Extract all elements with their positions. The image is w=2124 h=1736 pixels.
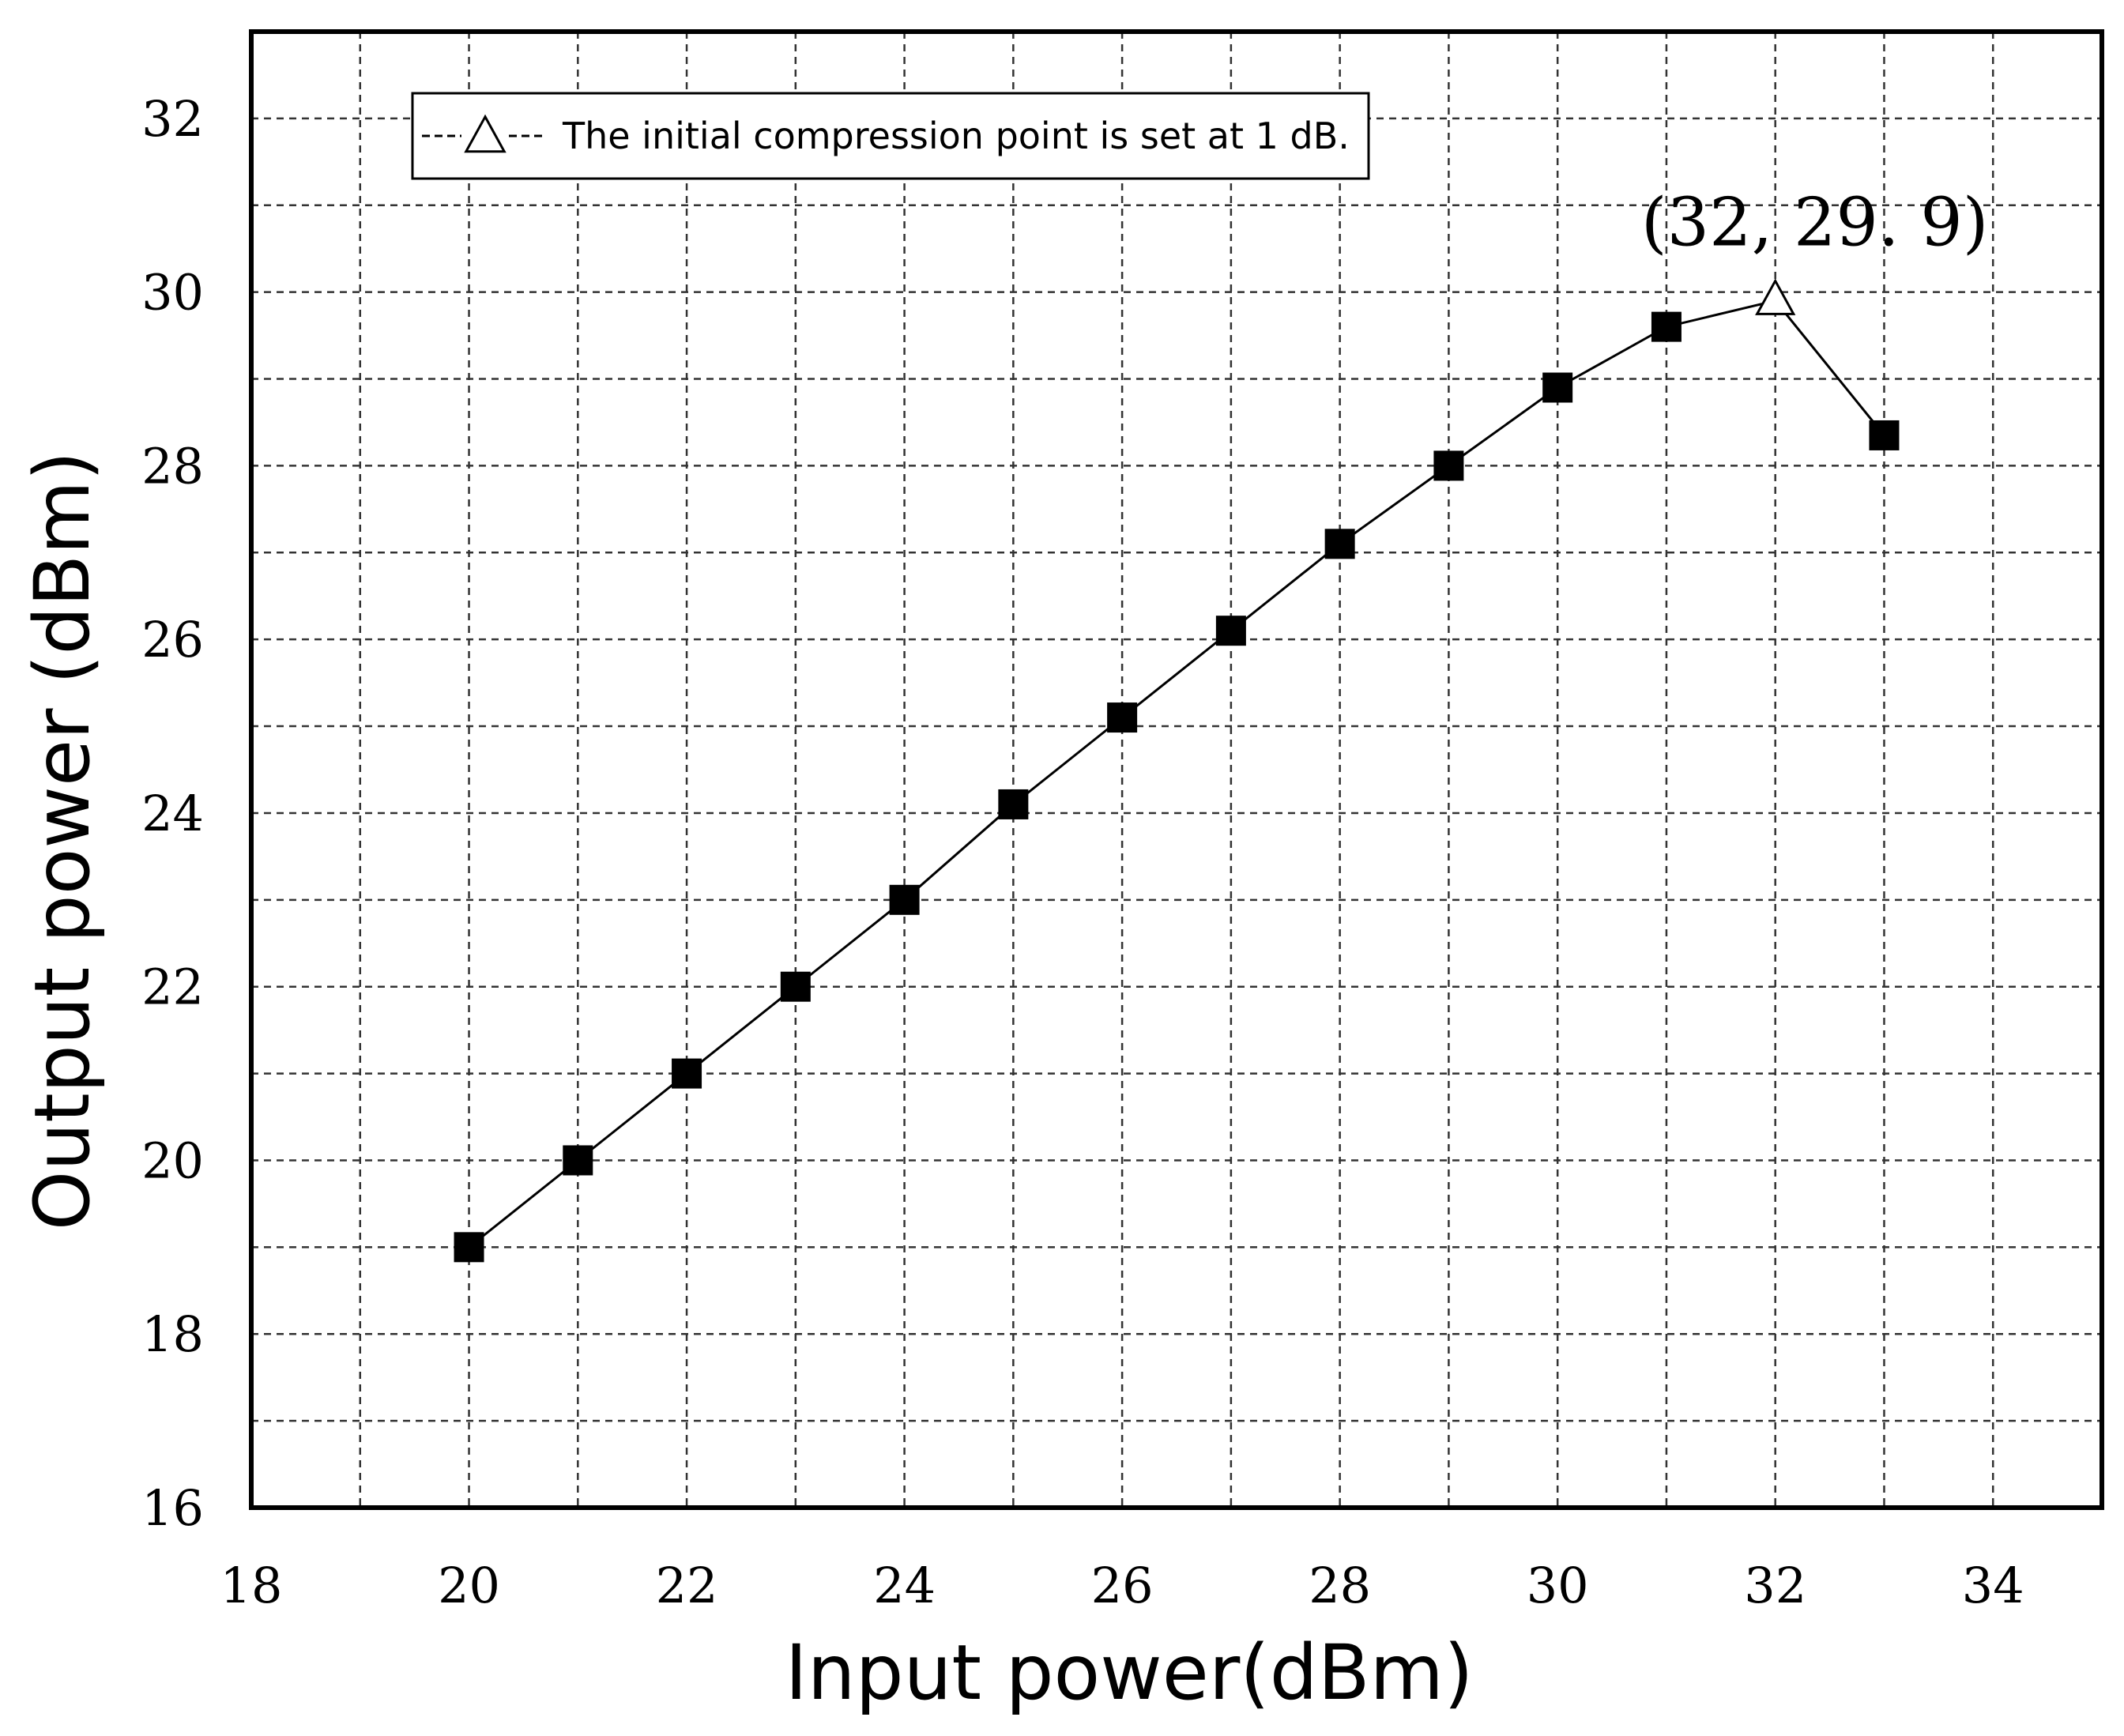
x-tick-label: 28 [1309,1557,1371,1614]
y-tick-label: 16 [141,1479,204,1537]
legend-box [411,92,1370,180]
data-point-square [780,971,811,1002]
data-point-square [1869,420,1900,450]
legend: The initial compression point is set at … [411,92,1370,180]
y-tick-label: 20 [141,1132,204,1189]
y-tick-label: 26 [141,611,204,668]
y-tick-label: 18 [141,1305,204,1363]
data-point-square [563,1145,593,1176]
x-tick-labels: 18 20 22 24 26 28 30 32 34 [220,1557,2024,1614]
data-point-square [454,1232,484,1263]
legend-triangle-icon [464,114,507,153]
data-point-square [1215,616,1246,646]
y-tick-label: 28 [141,437,204,495]
data-point-square [889,884,920,915]
y-axis-title: Output power (dBm) [18,451,107,1230]
x-tick-label: 32 [1744,1557,1806,1614]
x-tick-label: 18 [220,1557,283,1614]
data-point-square [1433,450,1464,481]
data-point-square [1542,372,1573,403]
grid [251,32,2102,1508]
x-tick-label: 26 [1091,1557,1154,1614]
data-point-square [998,789,1029,819]
data-point-square [1324,529,1355,559]
x-tick-label: 34 [1962,1557,2024,1614]
annotation-compression-point: (32, 29. 9) [1641,184,1989,262]
legend-entry-label: The initial compression point is set at … [562,115,1350,157]
markers [454,278,1900,1263]
y-tick-label: 32 [141,90,204,148]
x-tick-label: 30 [1527,1557,1589,1614]
y-tick-label: 24 [141,785,204,842]
data-point-square [672,1058,702,1089]
data-point-square [1651,311,1682,342]
x-axis-title: Input power(dBm) [785,1629,1473,1717]
data-point-square [1107,702,1138,733]
plot-frame [249,29,2104,1510]
y-tick-label: 22 [141,958,204,1016]
x-tick-label: 22 [656,1557,718,1614]
x-tick-label: 20 [438,1557,500,1614]
y-tick-label: 30 [141,264,204,322]
series [468,299,1885,1248]
x-tick-label: 24 [873,1557,936,1614]
series-line [468,299,1885,1248]
y-tick-labels: 16 18 20 22 24 26 28 30 32 [141,90,204,1537]
data-point-triangle [1755,278,1796,315]
